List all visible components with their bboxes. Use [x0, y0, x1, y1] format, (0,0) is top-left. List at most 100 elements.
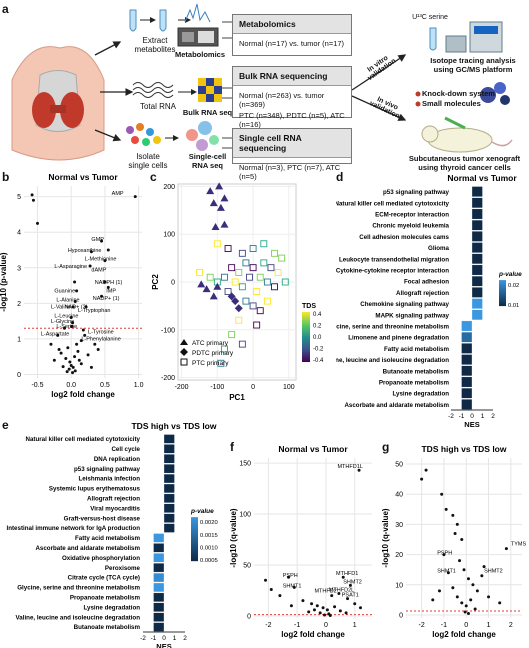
- point-label: MTHFD2: [314, 589, 336, 595]
- data-point: [65, 370, 69, 374]
- y-tick-label: 4: [17, 230, 21, 237]
- data-point: [75, 342, 79, 346]
- data-point: [30, 193, 34, 197]
- data-point: [312, 608, 316, 612]
- atc-point: [206, 187, 215, 195]
- nes-bar: [163, 523, 175, 533]
- knockdown-label: Knock-down system: [422, 89, 495, 98]
- data-point: [71, 371, 75, 375]
- legend-pdtc-marker: [180, 348, 188, 356]
- data-point: [460, 538, 464, 542]
- pathway-label: Viral myocarditis: [90, 505, 140, 512]
- y-tick-label: 50: [395, 462, 403, 469]
- nes-bar: [153, 622, 165, 632]
- chart-title: Normal vs Tumor: [48, 172, 118, 182]
- data-point: [469, 598, 473, 602]
- ptc-point: [238, 340, 246, 348]
- nes-bar: [471, 264, 483, 276]
- y-tick-label: 200: [163, 184, 175, 191]
- x-axis-label: PC1: [229, 393, 245, 402]
- atc-point: [211, 223, 220, 231]
- point-label: AMP: [112, 191, 124, 197]
- nes-bar: [163, 454, 175, 464]
- data-point: [307, 610, 311, 614]
- legend-ptc-marker: [180, 358, 188, 366]
- ptc-point: [235, 268, 243, 276]
- colorbar-tick: -0.4: [313, 358, 324, 364]
- nes-bar: [163, 503, 175, 513]
- y-tick-label: 150: [239, 461, 251, 468]
- xenograft-label: Subcutaneous tumor xenograft using thyro…: [408, 154, 521, 172]
- y-tick-label: 0: [17, 372, 21, 379]
- pathway-label: Chronic myeloid leukemia: [372, 223, 449, 230]
- mouse-icon: [421, 116, 513, 153]
- ptc-point: [249, 302, 257, 310]
- data-point: [264, 578, 268, 582]
- ptc-point: [206, 273, 214, 281]
- colorbar-title: TDS: [302, 303, 316, 310]
- pathway-label: Oxidative phosphorylation: [62, 555, 140, 562]
- data-point: [482, 565, 486, 569]
- pathway-label: Allograft rejection: [396, 290, 449, 297]
- data-point: [292, 585, 296, 589]
- data-point: [328, 613, 332, 617]
- pathway-label: Chemokine signaling pathway: [360, 301, 449, 308]
- y-tick-label: 20: [395, 552, 403, 559]
- legend-tick: 0.0015: [200, 533, 218, 539]
- ptc-point: [253, 321, 261, 329]
- pathway-label: Butanoate metabolism: [74, 624, 141, 631]
- colorbar-tick: 0.0: [313, 335, 322, 341]
- pathway-label: Propanoate metabolism: [379, 379, 450, 386]
- nes-bar: [461, 365, 473, 377]
- data-point: [475, 589, 479, 593]
- nes-bar: [471, 231, 483, 242]
- nes-bar: [163, 513, 175, 523]
- pathway-label: Natural killer cell mediated cytotoxicit…: [25, 436, 140, 443]
- x-tick-label: 0: [464, 622, 468, 629]
- x-tick-label: -100: [210, 384, 224, 391]
- data-point: [57, 348, 61, 352]
- data-point: [287, 575, 291, 579]
- nes-bar: [163, 483, 175, 494]
- data-point: [86, 353, 90, 357]
- legend-tick: 0.0010: [200, 545, 218, 551]
- data-point: [106, 285, 110, 289]
- y-tick-label: 100: [239, 512, 251, 519]
- data-point: [133, 195, 137, 199]
- volcano-chart-f: Normal vs Tumor -2 -1 0 1 0 50 100 150 log2 fold …: [229, 444, 372, 639]
- nes-bar: [461, 399, 473, 410]
- umap-icon: [186, 121, 219, 151]
- data-point: [66, 346, 70, 350]
- ptc-point: [260, 240, 268, 248]
- y-tick-label: 0: [247, 613, 251, 620]
- data-point: [103, 280, 107, 284]
- x-axis-label: log2 fold change: [281, 630, 345, 639]
- pathway-label: Lysine degradation: [84, 604, 141, 611]
- legend-tick: 0.01: [508, 303, 519, 309]
- point-label: Guanine: [54, 289, 75, 295]
- point-label: L-Tyrosine: [88, 330, 114, 336]
- volcano-chart-b: Normal vs Tumor -0.5 0.0 0.5 1.0 0 1 2 3 4 5 log2 f…: [0, 172, 144, 399]
- atc-point: [209, 292, 218, 300]
- panel-letter-g: g: [382, 440, 390, 454]
- heatmap-icon: [198, 78, 222, 102]
- nes-bar: [163, 493, 175, 503]
- data-point: [451, 586, 455, 590]
- data-point: [100, 294, 104, 298]
- ptc-point: [274, 268, 282, 276]
- atc-point: [220, 220, 229, 228]
- ptc-point: [221, 345, 228, 353]
- data-point: [464, 604, 468, 608]
- point-label: L-Glycine: [51, 319, 74, 325]
- y-tick-label: 2: [17, 301, 21, 308]
- pathway-label: Natural killer cell mediated cytotoxicit…: [336, 200, 450, 207]
- ptc-point: [228, 331, 236, 339]
- data-point: [348, 583, 352, 587]
- atc-point: [197, 280, 206, 288]
- colorbar: [302, 312, 310, 362]
- x-tick-label: 1: [487, 622, 491, 629]
- ptc-point: [196, 268, 203, 276]
- point-label: dAMP: [91, 267, 106, 273]
- nes-bar: [153, 543, 165, 553]
- nes-bar: [471, 219, 483, 231]
